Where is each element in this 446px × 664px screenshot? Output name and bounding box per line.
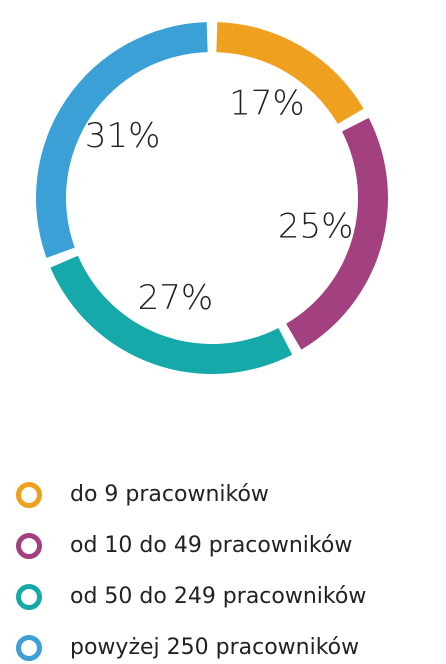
legend-marker [16, 635, 42, 661]
legend-marker [16, 533, 42, 559]
legend-label: od 10 do 49 pracowników [70, 533, 352, 558]
value-label: 17% [229, 84, 305, 124]
value-label: 27% [138, 278, 214, 318]
value-label: 31% [85, 116, 161, 156]
pie-segment [50, 255, 293, 374]
legend-marker [16, 584, 42, 610]
legend-marker [16, 482, 42, 508]
pie-segment [286, 117, 388, 350]
legend-label: do 9 pracowników [70, 482, 269, 507]
pie-segment [36, 22, 208, 258]
pie-segment [216, 22, 364, 124]
value-label: 25% [278, 207, 354, 247]
legend-label: od 50 do 249 pracowników [70, 584, 366, 609]
legend-label: powyżej 250 pracowników [70, 635, 359, 660]
